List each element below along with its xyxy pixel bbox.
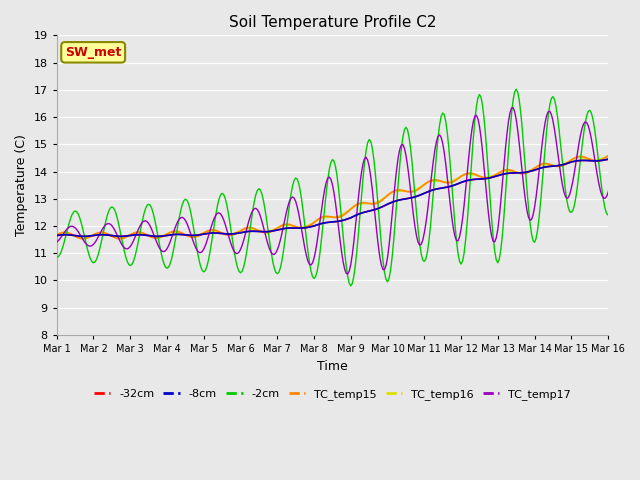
-8cm — [356, 211, 364, 216]
-2cm — [561, 185, 569, 191]
Line: TC_temp15: TC_temp15 — [57, 154, 640, 239]
TC_temp17 — [53, 239, 61, 245]
TC_temp16 — [356, 201, 364, 207]
TC_temp16 — [560, 161, 568, 167]
TC_temp16 — [79, 235, 86, 240]
-32cm — [560, 162, 568, 168]
-32cm — [73, 233, 81, 239]
TC_temp15 — [73, 234, 81, 240]
TC_temp15 — [472, 172, 480, 178]
TC_temp17 — [91, 240, 99, 245]
Title: Soil Temperature Profile C2: Soil Temperature Profile C2 — [228, 15, 436, 30]
X-axis label: Time: Time — [317, 360, 348, 372]
TC_temp15 — [612, 151, 620, 157]
Legend: -32cm, -8cm, -2cm, TC_temp15, TC_temp16, TC_temp17: -32cm, -8cm, -2cm, TC_temp15, TC_temp16,… — [90, 384, 575, 404]
-8cm — [81, 233, 88, 239]
-32cm — [356, 211, 364, 216]
TC_temp16 — [472, 173, 480, 179]
TC_temp17 — [73, 227, 81, 232]
TC_temp16 — [638, 156, 640, 162]
-2cm — [73, 209, 81, 215]
-8cm — [612, 156, 620, 162]
-2cm — [347, 283, 355, 289]
TC_temp15 — [93, 230, 100, 236]
-2cm — [91, 259, 99, 265]
TC_temp16 — [53, 232, 61, 238]
TC_temp17 — [509, 105, 517, 110]
TC_temp17 — [472, 112, 480, 118]
TC_temp17 — [344, 271, 351, 277]
-32cm — [612, 156, 620, 162]
Line: TC_temp17: TC_temp17 — [57, 108, 640, 274]
TC_temp15 — [53, 232, 61, 238]
Line: -8cm: -8cm — [57, 159, 640, 236]
-2cm — [356, 212, 364, 217]
Y-axis label: Temperature (C): Temperature (C) — [15, 134, 28, 236]
TC_temp17 — [356, 181, 364, 187]
Text: SW_met: SW_met — [65, 46, 122, 59]
Line: TC_temp16: TC_temp16 — [57, 155, 640, 238]
Line: -2cm: -2cm — [57, 89, 640, 286]
-32cm — [81, 233, 88, 239]
TC_temp17 — [638, 193, 640, 199]
TC_temp16 — [611, 152, 618, 158]
-32cm — [93, 232, 100, 238]
-8cm — [53, 233, 61, 239]
-8cm — [93, 232, 100, 238]
TC_temp15 — [638, 157, 640, 163]
TC_temp15 — [356, 200, 364, 206]
-8cm — [472, 176, 480, 182]
TC_temp17 — [561, 193, 569, 199]
-8cm — [73, 233, 81, 239]
-2cm — [472, 104, 480, 110]
TC_temp16 — [73, 234, 81, 240]
-32cm — [472, 176, 480, 182]
-8cm — [560, 162, 568, 168]
-8cm — [638, 158, 640, 164]
-32cm — [638, 158, 640, 164]
TC_temp15 — [560, 162, 568, 168]
Line: -32cm: -32cm — [57, 159, 640, 236]
-2cm — [53, 254, 61, 260]
-32cm — [53, 233, 61, 239]
TC_temp16 — [93, 231, 100, 237]
-2cm — [513, 86, 520, 92]
-2cm — [638, 209, 640, 215]
TC_temp15 — [79, 236, 86, 241]
